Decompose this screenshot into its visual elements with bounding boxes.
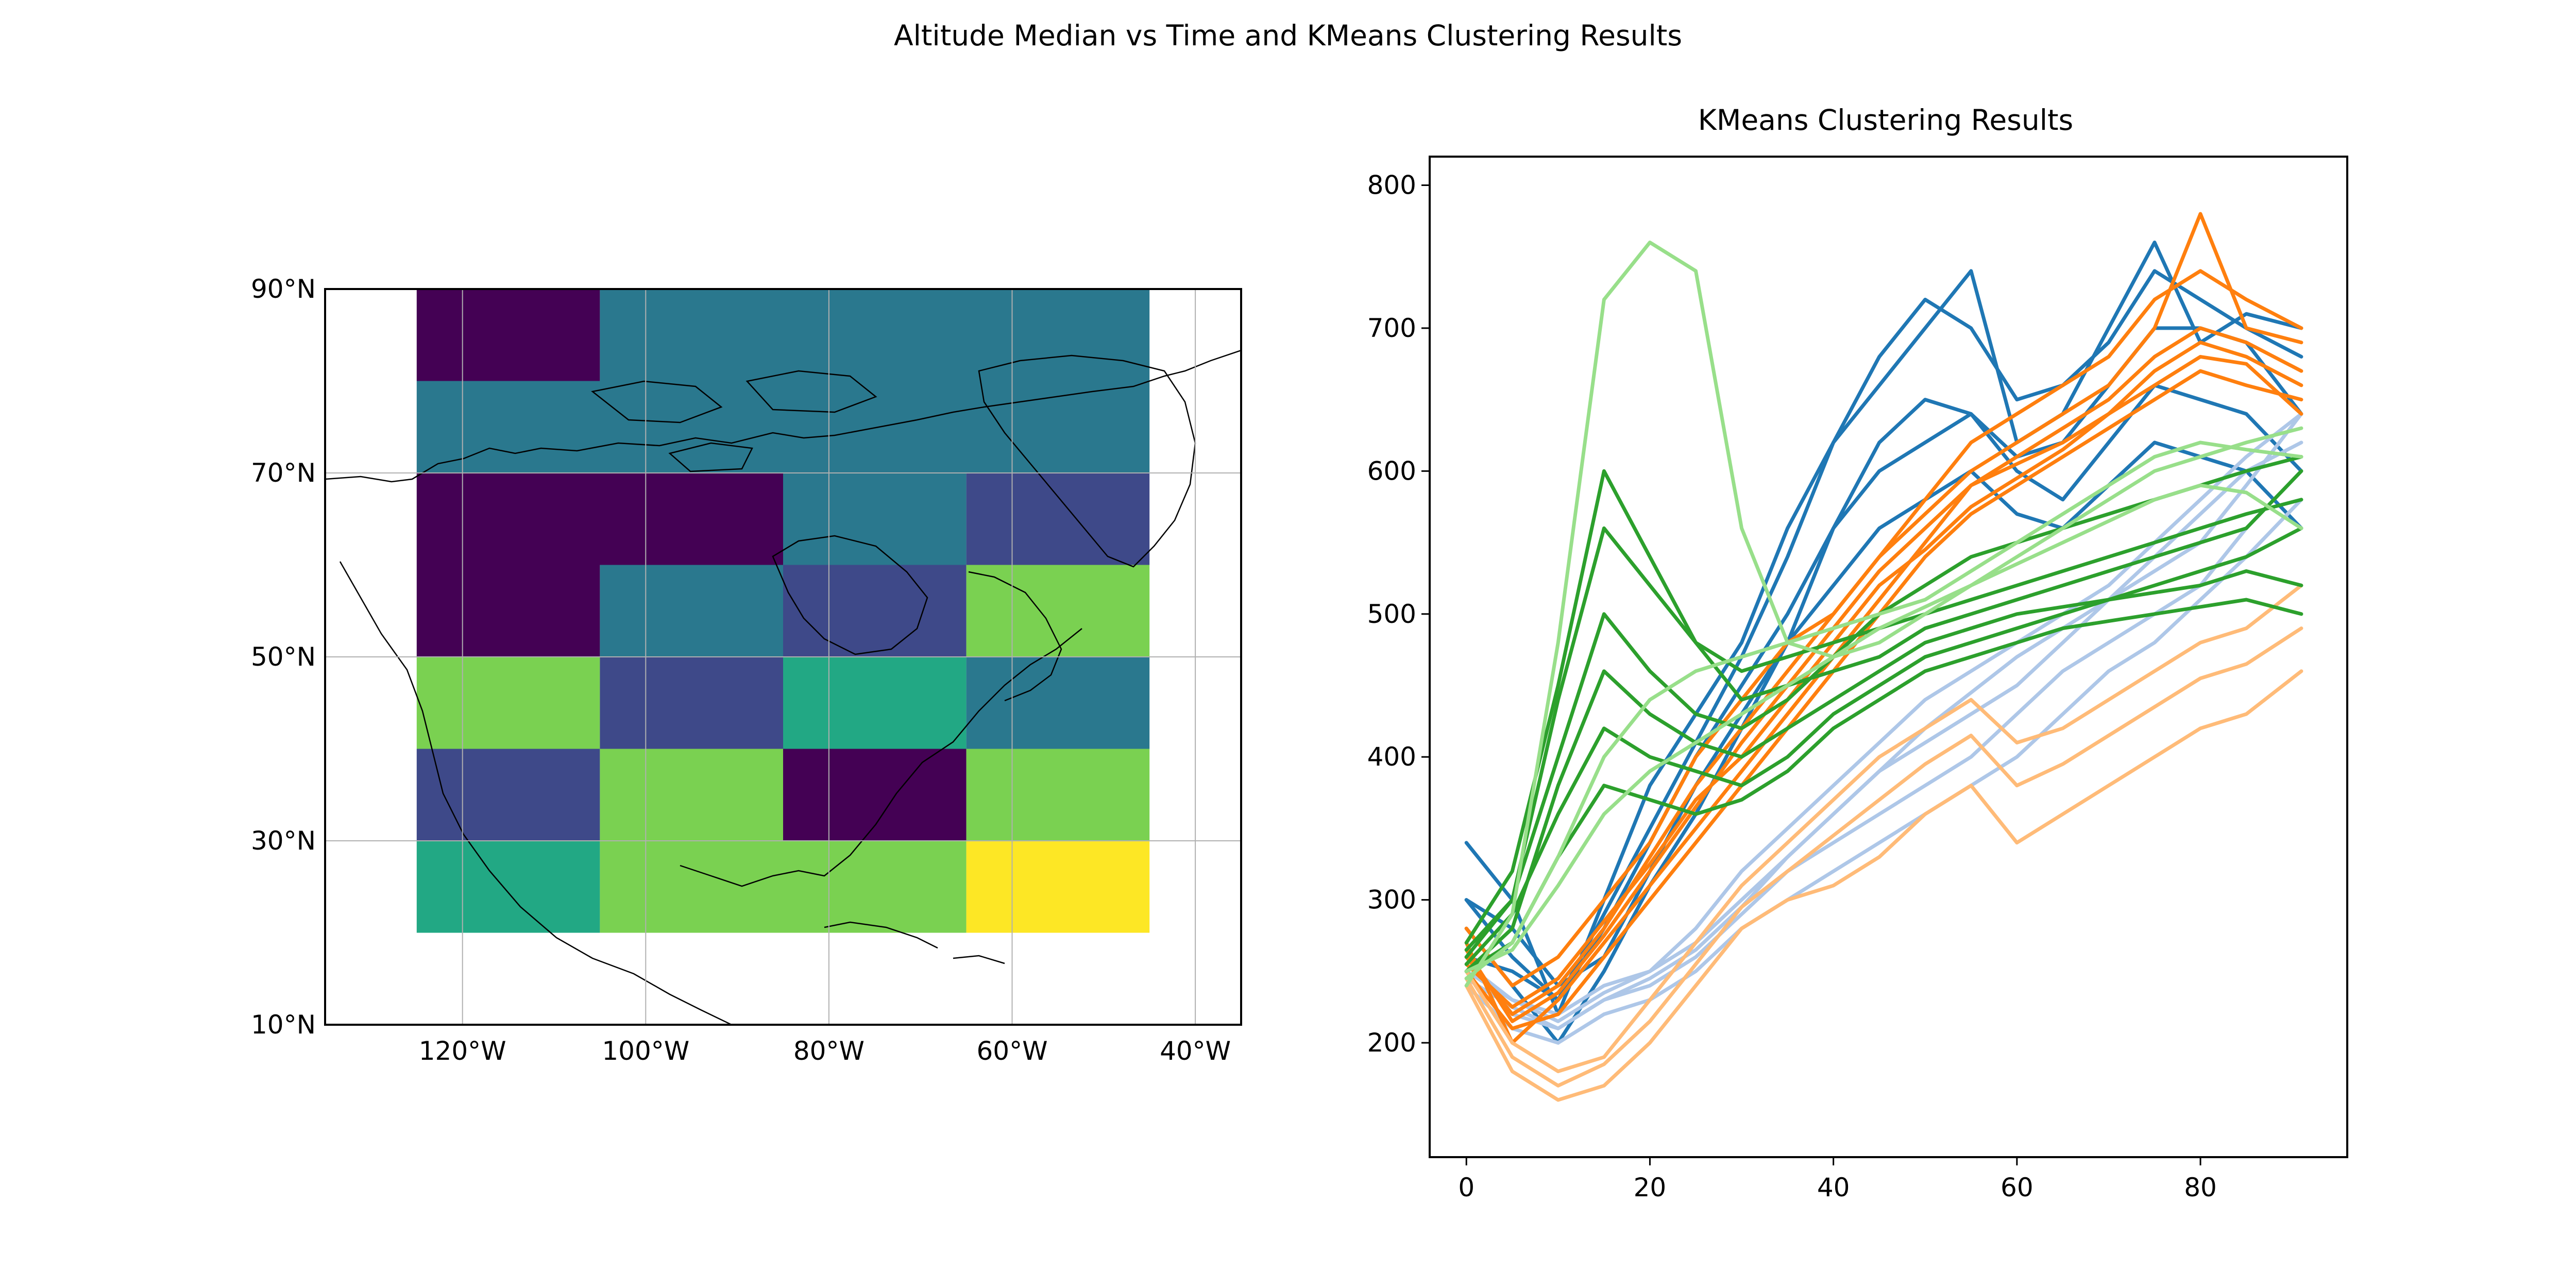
heatmap-cell	[966, 841, 1150, 933]
coastline-hudson-bay	[772, 535, 928, 655]
series-line	[1464, 341, 2303, 1023]
coastline-north-america	[325, 349, 1241, 483]
y-tick-label: 300	[1367, 885, 1416, 915]
x-tick-label: 80	[2184, 1173, 2217, 1202]
heatmap-cell	[783, 749, 967, 841]
series-line	[1464, 440, 2303, 980]
map-y-ticks: 90°N 70°N 50°N 30°N 10°N	[251, 274, 316, 1040]
line-y-ticks: 200 300 400 500 600 700 800	[1367, 170, 1430, 1058]
series-line	[1464, 598, 2303, 973]
heatmap-cell	[783, 657, 967, 749]
coastline-caribbean	[824, 921, 1005, 964]
heatmap-cell	[966, 657, 1150, 749]
map-x-tick-label: 120°W	[419, 1036, 506, 1066]
series-line	[1464, 483, 2303, 973]
heatmap-cell	[600, 841, 967, 933]
map-y-tick-label: 10°N	[251, 1010, 316, 1040]
line-x-ticks: 0 20 40 60 80	[1458, 1157, 2217, 1202]
heatmap-cell	[416, 657, 600, 749]
coastline-arctic-islands	[591, 370, 877, 472]
series-line	[1464, 583, 2303, 1073]
line-series-group	[1464, 212, 2303, 1102]
y-tick-label: 800	[1367, 170, 1416, 200]
map-y-tick-label: 70°N	[251, 458, 316, 488]
heatmap-cell	[416, 841, 600, 933]
y-tick-label: 400	[1367, 742, 1416, 772]
y-tick-label: 500	[1367, 599, 1416, 629]
x-tick-label: 60	[2001, 1173, 2033, 1202]
series-line	[1464, 354, 2303, 1009]
heatmap-cell	[416, 749, 600, 841]
x-tick-label: 40	[1817, 1173, 1850, 1202]
series-line	[1464, 498, 2303, 1045]
line-panel: KMeans Clustering Results 0 20 40 60 80 200 3…	[1367, 104, 2348, 1202]
heatmap-cell	[416, 289, 600, 381]
coastline-pacific	[339, 561, 732, 1025]
map-y-tick-label: 30°N	[251, 826, 316, 856]
coastline-labrador	[968, 571, 1062, 702]
map-x-tick-label: 60°W	[976, 1036, 1047, 1066]
map-x-tick-label: 80°W	[793, 1036, 865, 1066]
heatmap-cell	[600, 289, 1150, 381]
series-line	[1464, 412, 2303, 1016]
heatmap-cell	[600, 657, 783, 749]
series-line	[1464, 269, 2303, 1002]
map-x-tick-label: 40°W	[1160, 1036, 1231, 1066]
series-line	[1464, 212, 2303, 1016]
map-panel: 120°W 100°W 80°W 60°W 40°W 90°N 70°N 50°N 30°N 1…	[251, 274, 1242, 1066]
x-tick-label: 0	[1458, 1173, 1475, 1202]
series-line	[1464, 569, 2303, 966]
heatmap-cell	[416, 473, 783, 565]
heatmap-cell	[416, 565, 600, 657]
series-line	[1464, 469, 2303, 945]
series-line	[1464, 626, 2303, 1088]
coastline-greenland	[978, 354, 1196, 568]
heatmap-cell	[416, 381, 1150, 473]
y-tick-label: 200	[1367, 1028, 1416, 1058]
series-line	[1464, 241, 2303, 988]
figure-suptitle: Altitude Median vs Time and KMeans Clust…	[894, 19, 1682, 52]
map-cells	[416, 289, 1150, 933]
coastline-outline	[325, 349, 1241, 1025]
heatmap-cell	[783, 565, 967, 657]
series-line	[1464, 526, 2303, 973]
line-chart-title: KMeans Clustering Results	[1698, 104, 2073, 137]
heatmap-cell	[783, 473, 967, 565]
heatmap-cell	[600, 565, 783, 657]
series-line	[1464, 326, 2303, 1045]
heatmap-cell	[600, 749, 783, 841]
heatmap-cell	[966, 473, 1150, 565]
map-x-ticks: 120°W 100°W 80°W 60°W 40°W	[419, 1036, 1231, 1066]
map-frame	[324, 288, 1242, 1026]
line-plot-frame	[1429, 156, 2348, 1158]
map-x-tick-label: 100°W	[602, 1036, 689, 1066]
series-line	[1464, 669, 2303, 1102]
map-y-tick-label: 50°N	[251, 642, 316, 672]
coastline-gulf	[680, 628, 1082, 887]
y-tick-label: 700	[1367, 313, 1416, 343]
y-tick-label: 600	[1367, 456, 1416, 486]
heatmap-cell	[966, 749, 1150, 841]
map-y-tick-label: 90°N	[251, 274, 316, 304]
x-tick-label: 20	[1634, 1173, 1667, 1202]
